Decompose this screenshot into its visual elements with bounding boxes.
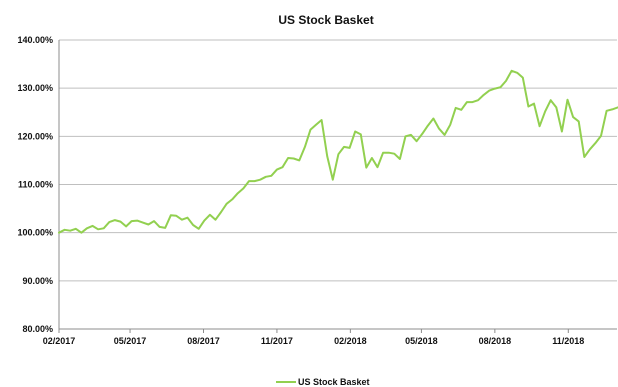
y-axis: 80.00% 90.00% 100.00% 110.00% 120.00% 130.00%… bbox=[17, 35, 60, 334]
x-tick-label: 11/2017 bbox=[261, 336, 293, 346]
y-tick-label: 110.00% bbox=[18, 180, 53, 190]
x-tick-label: 11/2018 bbox=[552, 336, 584, 346]
x-tick-label: 08/2017 bbox=[187, 336, 220, 346]
x-tick-label: 02/2018 bbox=[334, 336, 367, 346]
x-tick-label: 02/2017 bbox=[43, 336, 76, 346]
y-tick-label: 100.00% bbox=[17, 228, 53, 238]
x-tick-label: 08/2018 bbox=[479, 336, 512, 346]
legend-label: US Stock Basket bbox=[298, 377, 370, 387]
x-tick-label: 05/2017 bbox=[114, 336, 147, 346]
y-tick-label: 90.00% bbox=[22, 276, 53, 286]
series-line bbox=[58, 69, 618, 234]
y-tick-label: 80.00% bbox=[22, 324, 53, 334]
y-tick-label: 130.00% bbox=[17, 83, 53, 93]
legend: US Stock Basket bbox=[276, 377, 370, 387]
y-tick-label: 140.00% bbox=[17, 35, 53, 45]
chart-title: US Stock Basket bbox=[278, 13, 373, 27]
x-axis: 02/2017 05/2017 08/2017 11/2017 02/2018 05/20… bbox=[43, 329, 584, 346]
series-layer bbox=[58, 69, 618, 234]
gridlines bbox=[59, 39, 617, 330]
y-tick-label: 120.00% bbox=[17, 131, 53, 141]
x-tick-label: 05/2018 bbox=[405, 336, 438, 346]
